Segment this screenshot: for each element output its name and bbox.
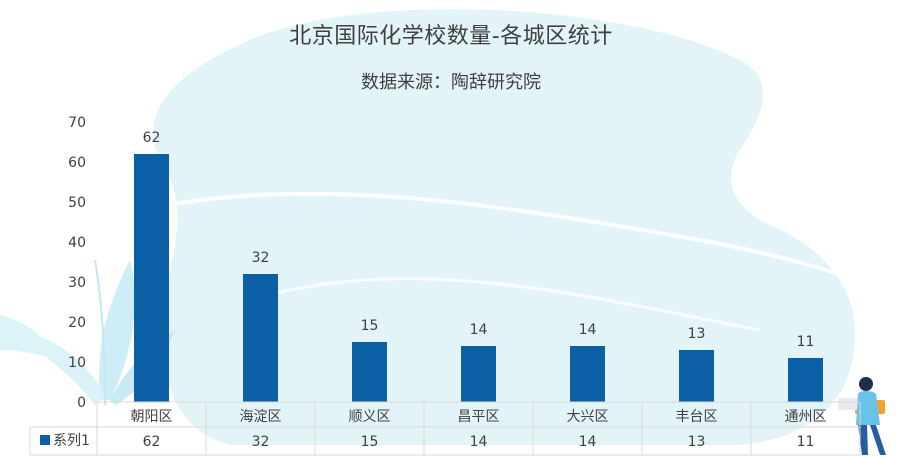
x-tick-label: 朝阳区 xyxy=(131,409,173,425)
background-wave-line xyxy=(119,191,871,287)
bar xyxy=(243,274,278,402)
data-label: 13 xyxy=(688,326,706,342)
y-tick-label: 0 xyxy=(77,395,86,411)
x-tick-label: 丰台区 xyxy=(676,409,718,425)
x-tick-label: 大兴区 xyxy=(567,409,609,425)
table-value: 14 xyxy=(579,434,597,450)
legend-swatch xyxy=(40,435,50,445)
data-labels: 62 32 15 14 14 13 11 xyxy=(143,130,815,350)
data-label: 15 xyxy=(361,318,379,334)
table-value: 13 xyxy=(688,434,706,450)
bar-series xyxy=(134,154,823,402)
bar xyxy=(352,342,387,402)
x-tick-label: 昌平区 xyxy=(458,409,500,425)
data-label: 14 xyxy=(470,322,488,338)
x-tick-label: 海淀区 xyxy=(240,409,282,425)
data-label: 14 xyxy=(579,322,597,338)
x-tick-label: 通州区 xyxy=(785,409,827,425)
legend-series-name: 系列1 xyxy=(53,433,90,449)
y-tick-label: 20 xyxy=(68,315,86,331)
bar xyxy=(134,154,169,402)
data-label: 62 xyxy=(143,130,161,146)
x-tick-label: 顺义区 xyxy=(349,409,391,425)
bar xyxy=(461,346,496,402)
y-tick-label: 50 xyxy=(68,195,86,211)
table-value: 62 xyxy=(143,434,161,450)
table-value: 15 xyxy=(361,434,379,450)
table-value: 11 xyxy=(797,434,815,450)
bar xyxy=(679,350,714,402)
y-tick-label: 60 xyxy=(68,155,86,171)
y-tick-label: 30 xyxy=(68,275,86,291)
data-label: 11 xyxy=(797,334,815,350)
y-axis: 0 10 20 30 40 50 60 70 xyxy=(68,115,86,411)
table-value: 14 xyxy=(470,434,488,450)
y-tick-label: 70 xyxy=(68,115,86,131)
background-wave-line-2 xyxy=(249,277,761,332)
y-tick-label: 40 xyxy=(68,235,86,251)
bar xyxy=(570,346,605,402)
data-label: 32 xyxy=(252,250,270,266)
bar xyxy=(788,358,823,402)
y-tick-label: 10 xyxy=(68,355,86,371)
person-illustration xyxy=(838,377,886,455)
table-value: 32 xyxy=(252,434,270,450)
chart-subtitle: 数据来源：陶辞研究院 xyxy=(361,72,541,93)
chart-title: 北京国际化学校数量-各城区统计 xyxy=(289,24,613,49)
background-blob xyxy=(153,9,856,446)
